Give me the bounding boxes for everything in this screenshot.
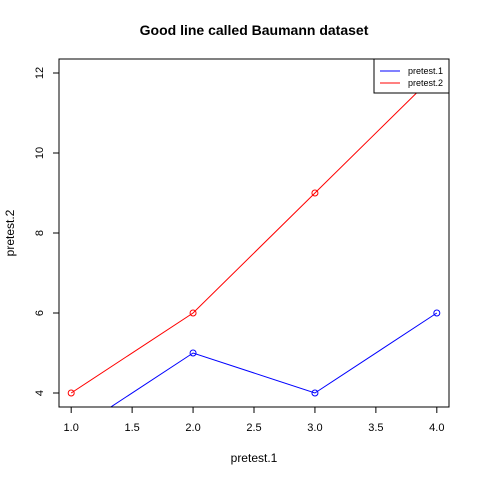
data-point-1-2: [311, 189, 319, 197]
x-tick-label-3: 2.5: [246, 422, 261, 434]
chart-title: Good line called Baumann dataset: [140, 22, 369, 38]
y-tick-label-2: 8: [34, 230, 46, 236]
x-tick-label-2: 2.0: [185, 422, 200, 434]
y-tick-label-4: 12: [34, 67, 46, 79]
x-tick-label-5: 3.5: [368, 422, 383, 434]
series-line-1: [70, 72, 438, 394]
legend-entry-pretest-2: pretest.2: [408, 78, 443, 88]
data-point-0-1: [189, 349, 197, 357]
y-tick-label-0: 4: [34, 390, 46, 396]
x-tick-label-4: 3.0: [307, 422, 322, 434]
y-axis: 4 6 8 10 12: [34, 67, 59, 396]
y-axis-label: pretest.2: [3, 209, 17, 256]
y-tick-label-1: 6: [34, 310, 46, 316]
y-tick-label-3: 10: [34, 147, 46, 159]
x-axis: 1.0 1.5 2.0 2.5 3.0 3.5 4.0: [64, 407, 444, 434]
plot-frame: [58, 58, 450, 408]
x-tick-label-6: 4.0: [429, 422, 444, 434]
x-tick-label-0: 1.0: [64, 422, 79, 434]
data-point-0-3: [433, 309, 441, 317]
series-layer: [67, 69, 441, 407]
legend-box: [373, 58, 450, 94]
series-line-0: [109, 312, 438, 407]
data-point-0-2: [311, 389, 319, 397]
legend-entry-pretest-1: pretest.1: [408, 66, 443, 76]
data-point-1-1: [189, 309, 197, 317]
x-tick-label-1: 1.5: [124, 422, 139, 434]
x-axis-label: pretest.1: [231, 451, 278, 465]
data-point-1-0: [67, 389, 75, 397]
legend: pretest.1 pretest.2: [373, 58, 450, 94]
